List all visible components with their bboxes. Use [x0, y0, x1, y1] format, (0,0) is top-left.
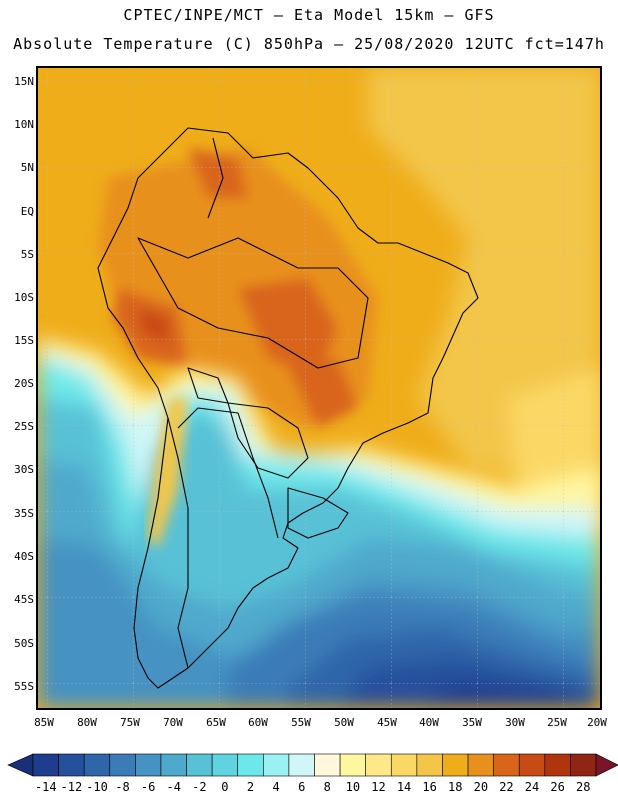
color-bar-swatch: [416, 753, 443, 777]
temperature-map-graphic: [38, 68, 600, 708]
color-bar-swatches: [7, 753, 618, 777]
lat-label-10s: 10S: [14, 291, 34, 304]
color-bar-swatch: [109, 753, 136, 777]
color-bar-swatch: [339, 753, 366, 777]
color-bar-label: 18: [448, 780, 463, 794]
lon-label-70w: 70W: [163, 716, 183, 729]
color-bar-under-arrow: [7, 753, 34, 777]
color-bar-label: -6: [140, 780, 156, 794]
color-bar-label: 24: [524, 780, 540, 794]
color-bar-swatch: [390, 753, 418, 777]
color-bar-label: 22: [499, 780, 514, 794]
color-bar-swatch: [263, 753, 290, 777]
color-bar-swatch: [518, 753, 546, 777]
color-bar-label: 8: [323, 780, 331, 794]
lon-label-75w: 75W: [120, 716, 140, 729]
lon-label-45w: 45W: [377, 716, 397, 729]
color-bar-over-arrow: [595, 753, 618, 777]
color-bar-label: 20: [473, 780, 489, 794]
color-bar-swatch: [493, 753, 520, 777]
color-bar-swatch: [314, 753, 341, 777]
color-bar-swatch: [135, 753, 162, 777]
color-bar-label: 4: [272, 780, 280, 794]
lon-label-30w: 30W: [505, 716, 525, 729]
color-bar-label: -2: [192, 780, 207, 794]
lat-label-35s: 35S: [14, 507, 34, 520]
color-bar-label: 14: [396, 780, 412, 794]
color-bar: [7, 753, 618, 777]
lat-label-15n: 15N: [14, 75, 34, 88]
coastlines-and-borders: [97, 127, 479, 689]
chart-title-line1: CPTEC/INPE/MCT – Eta Model 15km – GFS: [123, 6, 495, 24]
color-bar-swatch: [365, 753, 392, 777]
lon-label-40w: 40W: [419, 716, 439, 729]
color-bar-label: 6: [298, 780, 306, 794]
lat-label-50s: 50S: [14, 637, 34, 650]
color-bar-label: 16: [422, 780, 437, 794]
lon-label-50w: 50W: [334, 716, 354, 729]
lat-label-15s: 15S: [14, 334, 34, 347]
color-bar-label: -8: [115, 780, 130, 794]
color-bar-swatch: [237, 753, 264, 777]
lon-label-55w: 55W: [291, 716, 311, 729]
color-bar-swatch: [32, 753, 59, 777]
color-bar-swatch: [160, 753, 187, 777]
color-bar-swatch: [544, 753, 571, 777]
lon-label-80w: 80W: [77, 716, 97, 729]
lat-label-55s: 55S: [14, 680, 34, 693]
color-bar-label: -14: [34, 780, 57, 794]
color-bar-swatch: [211, 753, 239, 777]
color-bar-swatch: [58, 753, 85, 777]
color-bar-label: 10: [345, 780, 361, 794]
lon-label-35w: 35W: [462, 716, 482, 729]
lat-label-10n: 10N: [14, 118, 34, 131]
lon-label-60w: 60W: [248, 716, 268, 729]
color-bar-label: 28: [575, 780, 591, 794]
lat-label-25s: 25S: [14, 420, 34, 433]
lat-label-30s: 30S: [14, 463, 34, 476]
color-bar-swatch: [570, 753, 597, 777]
color-bar-label: -10: [86, 780, 108, 794]
lat-label-5s: 5S: [20, 248, 34, 261]
color-bar-label: 0: [221, 780, 229, 794]
lat-label-45s: 45S: [14, 593, 34, 606]
color-bar-swatch: [467, 753, 494, 777]
lon-label-65w: 65W: [206, 716, 226, 729]
color-bar-label: 26: [550, 780, 565, 794]
lon-label-85w: 85W: [34, 716, 54, 729]
color-bar-swatch: [442, 753, 469, 777]
color-bar-label: -12: [60, 780, 83, 794]
color-bar-swatch: [83, 753, 111, 777]
color-bar-swatch: [186, 753, 213, 777]
color-bar-swatch: [288, 753, 315, 777]
lat-label-20s: 20S: [14, 377, 34, 390]
lon-label-25w: 25W: [547, 716, 567, 729]
lat-label-eq: EQ: [20, 205, 34, 218]
lat-label-5n: 5N: [20, 161, 34, 174]
color-bar-label: 2: [246, 780, 255, 794]
color-bar-label: -4: [166, 780, 181, 794]
chart-title-line2: Absolute Temperature (C) 850hPa – 25/08/…: [13, 35, 605, 53]
lat-label-40s: 40S: [14, 550, 34, 563]
color-bar-label: 12: [371, 780, 386, 794]
temperature-map: [36, 66, 602, 710]
lon-label-20w: 20W: [587, 716, 607, 729]
